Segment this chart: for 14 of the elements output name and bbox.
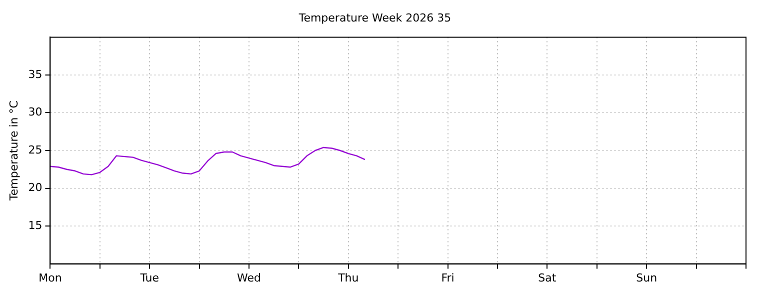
x-tick-label: Sun <box>636 271 658 284</box>
chart-title: Temperature Week 2026 35 <box>298 11 452 24</box>
y-tick-label: 35 <box>28 68 42 81</box>
x-tick-label: Wed <box>237 271 261 284</box>
x-tick-label: Tue <box>139 271 160 284</box>
y-tick-label: 15 <box>28 218 42 232</box>
x-tick-label: Fri <box>441 271 454 284</box>
y-axis-title: Temperature in °C <box>7 100 20 202</box>
x-tick-label: Mon <box>38 271 62 284</box>
y-tick-label: 30 <box>28 106 42 119</box>
x-tick-label: Sat <box>538 271 557 284</box>
x-tick-label: Thu <box>337 271 359 284</box>
y-tick-label: 20 <box>28 181 42 194</box>
y-tick-label: 25 <box>28 143 42 156</box>
